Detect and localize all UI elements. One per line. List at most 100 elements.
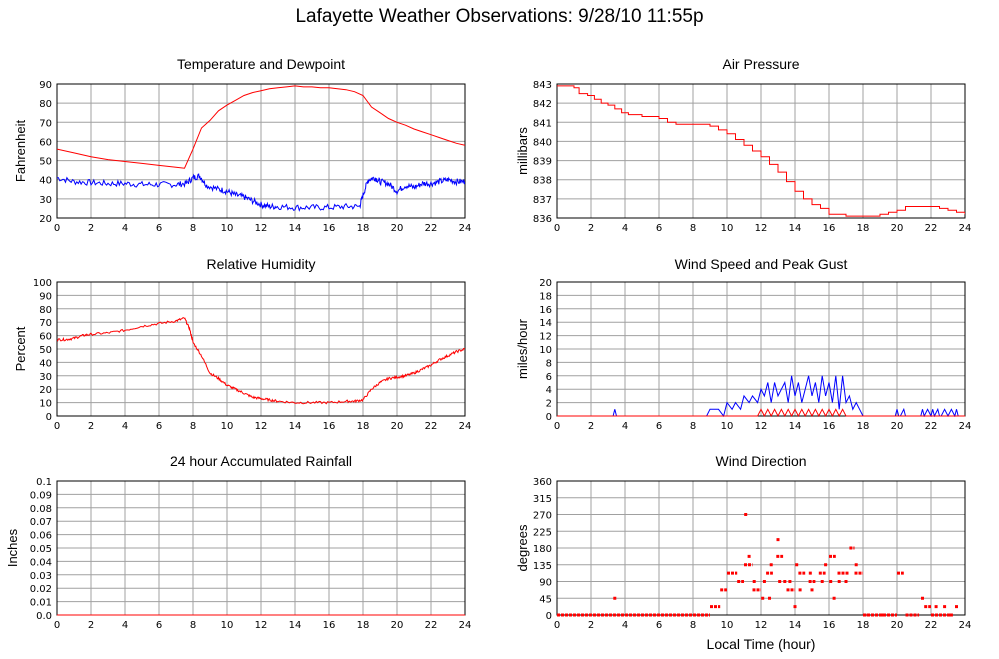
y-tick-label: 0.05 xyxy=(30,544,52,555)
direction-point xyxy=(824,563,828,567)
y-tick-label: 839 xyxy=(533,157,552,168)
x-tick-label: 24 xyxy=(459,223,472,234)
x-tick-label: 0 xyxy=(554,223,560,234)
y-tick-label: 6 xyxy=(546,372,552,383)
plot-frame xyxy=(556,480,966,616)
y-tick-label: 0 xyxy=(546,611,552,622)
direction-point xyxy=(837,580,841,583)
x-tick-label: 18 xyxy=(357,421,370,432)
x-tick-label: 8 xyxy=(190,223,196,234)
y-tick-label: 837 xyxy=(533,195,552,206)
x-tick-label: 6 xyxy=(156,620,162,631)
x-tick-label: 8 xyxy=(190,421,196,432)
direction-point xyxy=(613,596,617,600)
y-tick-label: 40 xyxy=(39,358,52,369)
chart-title-pressure: Air Pressure xyxy=(722,56,800,72)
x-tick-label: 0 xyxy=(54,620,60,631)
x-tick-label: 24 xyxy=(959,620,972,631)
x-tick-label: 6 xyxy=(656,620,662,631)
x-tick-label: 20 xyxy=(391,223,404,234)
x-tick-label: 20 xyxy=(891,223,904,234)
y-tick-label: 0.09 xyxy=(30,490,52,501)
x-tick-label: 22 xyxy=(925,421,938,432)
x-tick-label: 8 xyxy=(690,620,696,631)
y-tick-label: 8 xyxy=(546,358,552,369)
y-tick-label: 841 xyxy=(533,118,552,129)
y-tick-label: 4 xyxy=(546,385,552,396)
direction-point xyxy=(795,563,799,567)
y-tick-label: 70 xyxy=(39,118,52,129)
y-tick-label: 14 xyxy=(539,318,552,329)
direction-point xyxy=(798,588,802,592)
series-line-wind-1 xyxy=(557,408,965,417)
x-tick-label: 4 xyxy=(622,223,628,234)
plot-frame xyxy=(556,83,966,219)
direction-point xyxy=(761,596,765,600)
x-tick-label: 14 xyxy=(789,223,802,234)
x-tick-label: 6 xyxy=(156,223,162,234)
x-tick-label: 10 xyxy=(721,620,734,631)
x-tick-label: 2 xyxy=(588,421,594,432)
x-tick-label: 6 xyxy=(156,421,162,432)
x-tick-label: 22 xyxy=(925,223,938,234)
y-tick-label: 0.06 xyxy=(30,531,52,542)
y-tick-label: 0.08 xyxy=(30,504,52,515)
direction-point xyxy=(943,605,947,609)
y-axis-label: Fahrenheit xyxy=(13,120,28,183)
y-tick-label: 840 xyxy=(533,137,552,148)
x-tick-label: 4 xyxy=(122,620,128,631)
x-tick-label: 10 xyxy=(221,620,234,631)
x-tick-label: 12 xyxy=(255,421,268,432)
y-tick-label: 90 xyxy=(539,578,552,589)
x-tick-label: 16 xyxy=(323,421,336,432)
chart-pressure: 0 2 4 6 8 10 12 14 16 18 20 22 248368378388398408418… xyxy=(515,80,971,234)
x-tick-label: 12 xyxy=(255,223,268,234)
x-tick-label: 8 xyxy=(690,421,696,432)
x-tick-label: 12 xyxy=(755,421,768,432)
page-title: Lafayette Weather Observations: 9/28/10 … xyxy=(295,6,704,27)
direction-point xyxy=(866,613,870,617)
y-tick-label: 0 xyxy=(546,412,552,423)
x-tick-label: 6 xyxy=(656,421,662,432)
x-tick-label: 12 xyxy=(255,620,268,631)
y-tick-label: 30 xyxy=(39,195,52,206)
y-tick-label: 18 xyxy=(539,291,552,302)
x-tick-label: 6 xyxy=(656,223,662,234)
x-tick-label: 24 xyxy=(459,620,472,631)
y-axis-label: degrees xyxy=(515,524,530,571)
x-tick-label: 22 xyxy=(925,620,938,631)
y-tick-label: 225 xyxy=(533,527,552,538)
x-axis-label: Local Time (hour) xyxy=(706,636,816,652)
direction-point xyxy=(949,613,953,617)
y-tick-label: 0.03 xyxy=(30,571,52,582)
x-tick-label: 0 xyxy=(54,223,60,234)
x-tick-label: 0 xyxy=(554,421,560,432)
direction-point xyxy=(768,596,771,600)
x-tick-label: 8 xyxy=(190,620,196,631)
direction-point xyxy=(762,580,766,583)
direction-point xyxy=(793,605,797,609)
x-tick-label: 0 xyxy=(54,421,60,432)
direction-point xyxy=(788,580,792,583)
chart-title-temp: Temperature and Dewpoint xyxy=(176,56,346,72)
direction-point xyxy=(921,596,924,600)
y-tick-label: 100 xyxy=(33,278,52,289)
direction-point xyxy=(844,580,848,583)
x-tick-label: 2 xyxy=(88,421,94,432)
y-tick-label: 0.1 xyxy=(36,477,52,488)
x-tick-label: 2 xyxy=(588,620,594,631)
x-tick-label: 22 xyxy=(425,620,438,631)
x-tick-label: 18 xyxy=(857,421,870,432)
y-tick-label: 0.04 xyxy=(30,557,52,568)
y-tick-label: 20 xyxy=(39,385,52,396)
y-tick-label: 50 xyxy=(39,345,52,356)
y-tick-label: 842 xyxy=(533,99,552,110)
y-tick-label: 20 xyxy=(539,278,552,289)
chart-title-rain: 24 hour Accumulated Rainfall xyxy=(169,453,353,469)
y-tick-label: 60 xyxy=(39,137,52,148)
x-tick-label: 2 xyxy=(88,223,94,234)
chart-direction: 0 2 4 6 8 10 12 14 16 18 20 22 240459013518022527031… xyxy=(515,477,971,631)
direction-point xyxy=(744,513,748,516)
y-axis-label: miles/hour xyxy=(515,318,530,379)
